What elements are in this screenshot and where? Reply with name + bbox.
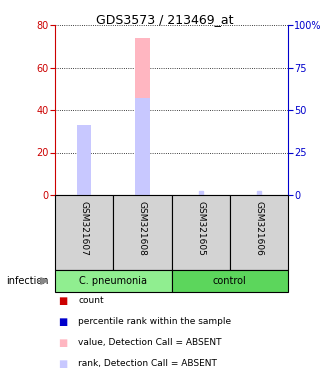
Text: percentile rank within the sample: percentile rank within the sample	[78, 317, 231, 326]
Text: GSM321607: GSM321607	[80, 201, 89, 256]
Text: value, Detection Call = ABSENT: value, Detection Call = ABSENT	[78, 338, 222, 347]
Bar	[77, 137, 91, 195]
Text: rank, Detection Call = ABSENT: rank, Detection Call = ABSENT	[78, 359, 217, 368]
Text: ■: ■	[58, 296, 68, 306]
Bar	[172, 270, 288, 292]
Bar	[55, 195, 113, 270]
Text: ■: ■	[58, 338, 68, 348]
Text: count: count	[78, 296, 104, 305]
Text: GSM321606: GSM321606	[254, 201, 263, 256]
Text: infection: infection	[7, 276, 49, 286]
Text: GSM321605: GSM321605	[196, 201, 205, 256]
Text: ■: ■	[58, 359, 68, 369]
Bar	[113, 195, 172, 270]
Bar	[172, 195, 230, 270]
Bar	[135, 98, 150, 195]
Bar	[55, 270, 172, 292]
Text: control: control	[213, 276, 247, 286]
Bar	[135, 38, 150, 195]
Text: ■: ■	[58, 317, 68, 327]
Bar	[77, 125, 91, 195]
Text: GDS3573 / 213469_at: GDS3573 / 213469_at	[96, 13, 234, 26]
Text: C. pneumonia: C. pneumonia	[79, 276, 147, 286]
Bar	[230, 195, 288, 270]
Text: GSM321608: GSM321608	[138, 201, 147, 256]
